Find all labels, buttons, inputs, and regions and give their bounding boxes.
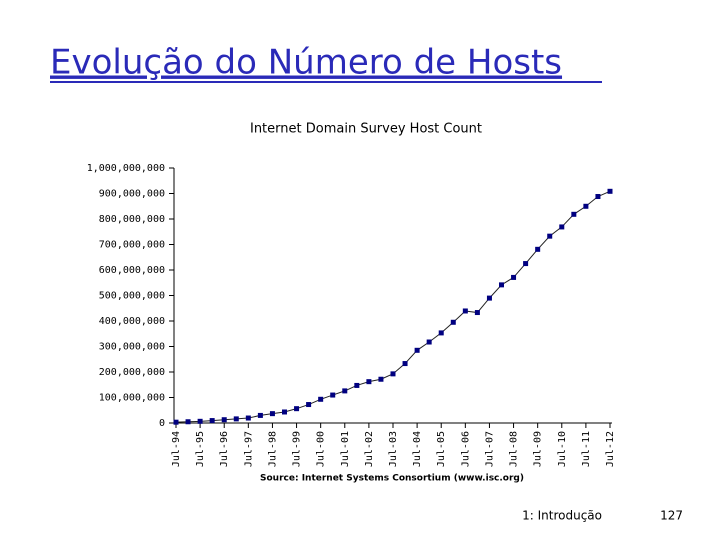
x-tick-label: Jul-03 — [388, 431, 399, 467]
data-point — [390, 371, 396, 377]
x-tick-label: Jul-05 — [436, 431, 447, 467]
data-point — [595, 194, 601, 200]
data-point — [282, 409, 287, 415]
data-point — [583, 203, 589, 209]
x-tick-label: Jul-99 — [292, 431, 303, 467]
data-point — [523, 261, 529, 267]
data-point — [450, 319, 456, 325]
x-tick-label: Jul-07 — [484, 431, 495, 467]
data-point — [547, 233, 553, 239]
data-point — [499, 282, 504, 288]
data-point — [318, 396, 324, 402]
data-point — [233, 416, 239, 422]
data-point — [294, 406, 300, 412]
y-tick-label: 200,000,000 — [99, 367, 165, 378]
x-tick-label: Jul-97 — [243, 431, 254, 467]
y-tick-label: 800,000,000 — [99, 214, 165, 225]
data-point — [426, 339, 432, 345]
x-tick-label: Jul-10 — [557, 431, 568, 467]
data-point — [221, 417, 227, 423]
series-line — [175, 190, 611, 423]
slide-title: Evolução do Número de Hosts — [50, 43, 562, 83]
y-tick-label: 900,000,000 — [99, 189, 165, 200]
data-point — [474, 310, 480, 316]
data-point — [269, 411, 275, 417]
data-point — [559, 224, 565, 230]
chart-title: Internet Domain Survey Host Count — [250, 122, 482, 137]
data-point — [511, 274, 517, 280]
x-tick-label: Jul-96 — [219, 431, 230, 467]
data-point — [571, 211, 577, 217]
y-tick-label: 1,000,000,000 — [87, 163, 165, 174]
data-point — [607, 188, 613, 194]
x-tick-label: Jul-01 — [340, 431, 351, 467]
x-tick-label: Jul-12 — [605, 431, 616, 467]
data-point — [209, 418, 215, 424]
footer-section: 1: Introdução — [522, 509, 602, 523]
y-tick-label: 500,000,000 — [99, 291, 165, 302]
y-tick-label: 100,000,000 — [99, 393, 165, 404]
x-tick-label: Jul-09 — [533, 431, 544, 467]
x-tick-label: Jul-11 — [581, 431, 592, 467]
x-tick-label: Jul-98 — [267, 431, 278, 467]
data-point — [366, 379, 372, 385]
y-tick-label: 0 — [159, 418, 165, 429]
y-tick-label: 400,000,000 — [99, 316, 165, 327]
data-point — [414, 347, 420, 353]
x-tick-label: Jul-04 — [412, 431, 423, 467]
data-point — [197, 418, 203, 424]
data-point — [535, 246, 541, 252]
data-point — [354, 382, 360, 388]
data-point — [342, 388, 348, 394]
y-tick-label: 300,000,000 — [99, 342, 165, 353]
y-tick-label: 700,000,000 — [99, 240, 165, 251]
data-point — [245, 415, 251, 421]
x-tick-label: Jul-00 — [316, 431, 327, 467]
data-point — [438, 330, 444, 336]
x-tick-label: Jul-08 — [509, 431, 520, 467]
page-number: 127 — [660, 509, 683, 523]
x-tick-label: Jul-94 — [171, 431, 182, 467]
chart-source: Source: Internet Systems Consortium (www… — [260, 474, 524, 484]
data-point — [378, 376, 384, 382]
x-tick-label: Jul-95 — [195, 431, 206, 467]
x-tick-label: Jul-06 — [460, 431, 471, 467]
data-point — [462, 308, 468, 314]
data-point — [257, 412, 263, 418]
x-tick-label: Jul-02 — [364, 431, 375, 467]
data-point — [173, 419, 179, 425]
data-point — [306, 402, 312, 408]
y-tick-label: 600,000,000 — [99, 265, 165, 276]
data-point — [402, 361, 408, 367]
data-point — [330, 392, 336, 398]
data-point — [185, 419, 191, 425]
data-point — [486, 295, 492, 301]
